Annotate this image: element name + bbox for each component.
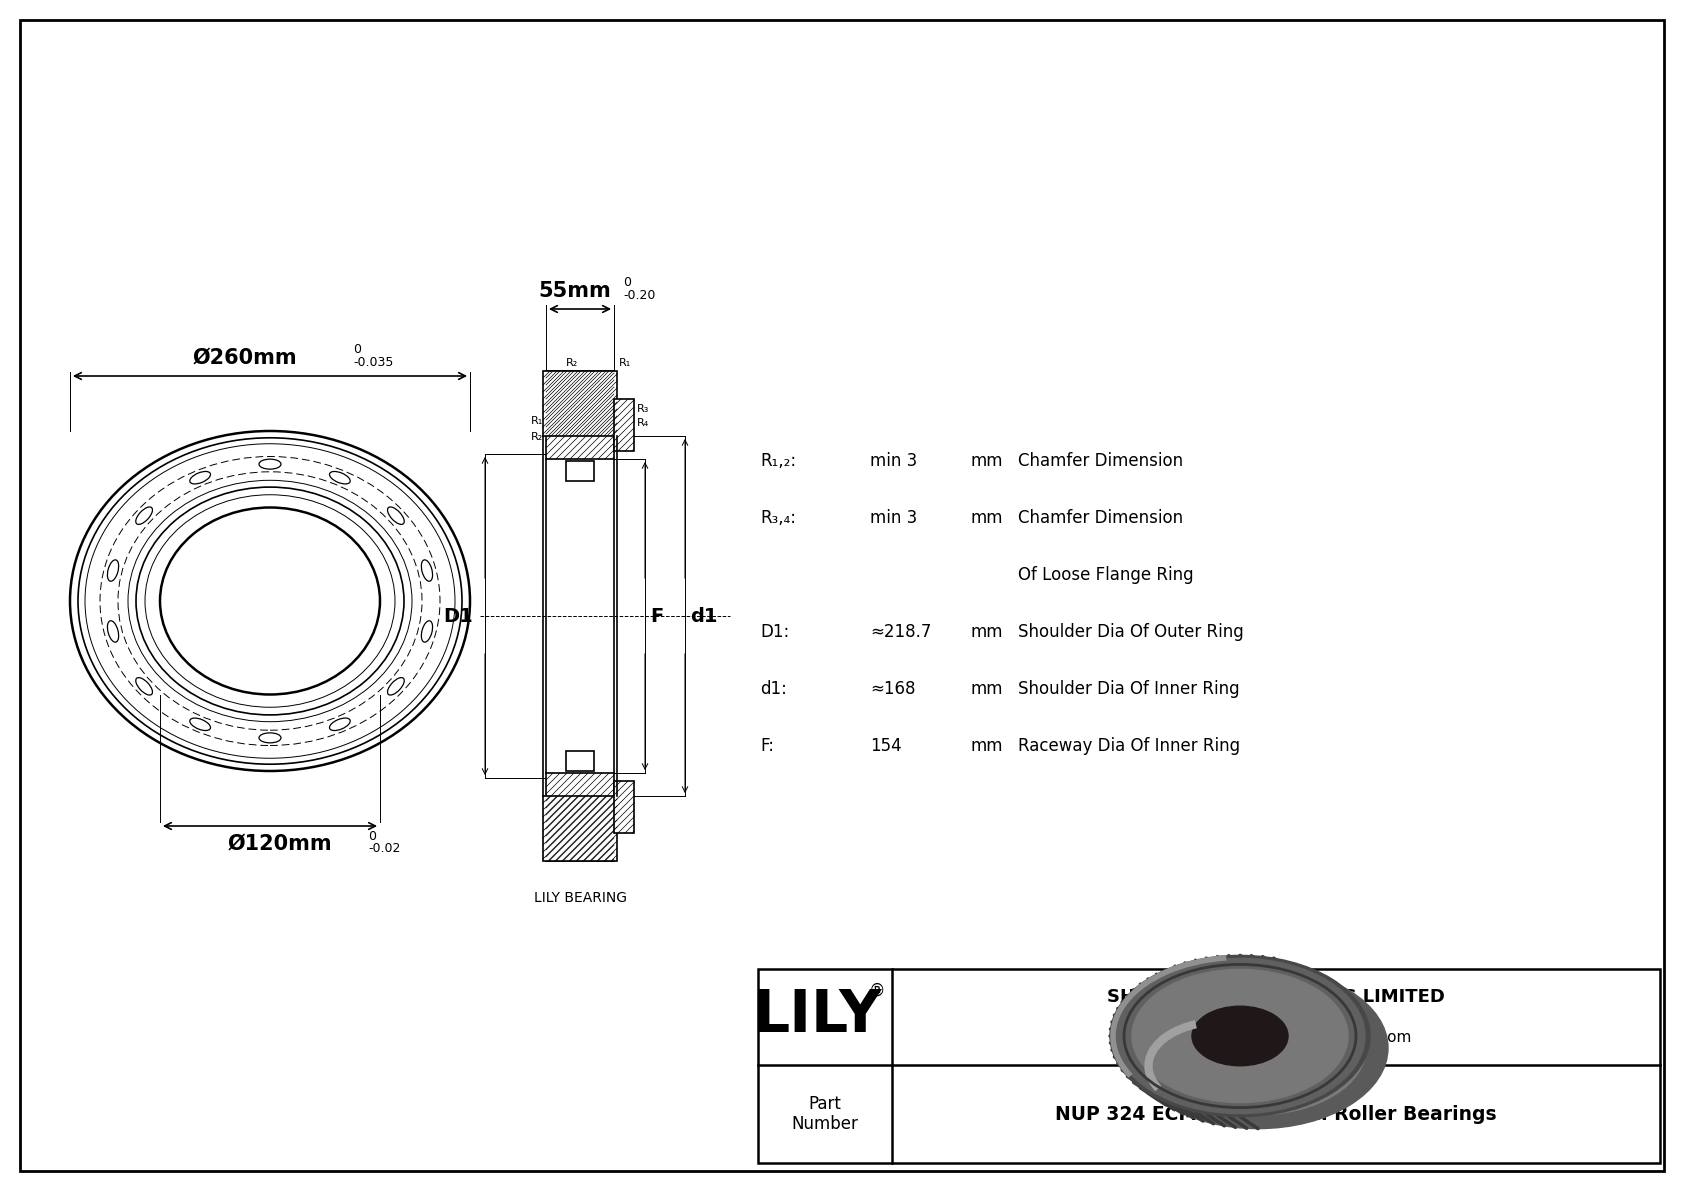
Text: LILY BEARING: LILY BEARING [534,891,626,905]
Bar [542,796,616,861]
Text: Ø260mm: Ø260mm [192,348,298,368]
Ellipse shape [1211,1018,1307,1078]
Text: D1: D1 [443,606,473,625]
Ellipse shape [1128,967,1388,1129]
Bar [566,752,594,771]
Text: min 3: min 3 [871,509,918,526]
Text: ≈218.7: ≈218.7 [871,623,931,641]
Text: Shoulder Dia Of Outer Ring: Shoulder Dia Of Outer Ring [1019,623,1244,641]
Text: LILY: LILY [753,986,882,1043]
Bar [542,372,616,436]
Bar [566,461,594,481]
Text: -0.02: -0.02 [369,842,401,855]
Text: R₁: R₁ [620,358,632,368]
Ellipse shape [1110,955,1371,1117]
Text: Ø120mm: Ø120mm [227,834,332,854]
Text: mm: mm [970,509,1002,526]
Bar [615,399,633,451]
Text: -0.035: -0.035 [354,356,394,369]
Bar [758,969,1660,1162]
Text: F: F [650,606,663,625]
Text: Part
Number: Part Number [791,1095,859,1134]
Bar [546,372,615,459]
Bar [546,773,615,861]
Text: ®: ® [869,983,886,1000]
Text: d1:: d1: [759,680,786,698]
Ellipse shape [1115,959,1366,1114]
Text: mm: mm [970,680,1002,698]
Text: mm: mm [970,453,1002,470]
Ellipse shape [1150,981,1366,1115]
Text: d1: d1 [690,606,717,625]
Text: 154: 154 [871,737,901,755]
Text: mm: mm [970,623,1002,641]
Text: R₃: R₃ [637,404,650,414]
Text: 0: 0 [354,343,360,356]
Text: Shoulder Dia Of Inner Ring: Shoulder Dia Of Inner Ring [1019,680,1239,698]
Text: Email: lilybearing@lily-bearing.com: Email: lilybearing@lily-bearing.com [1140,1029,1411,1045]
Ellipse shape [1192,1006,1288,1066]
Text: F:: F: [759,737,775,755]
Text: Raceway Dia Of Inner Ring: Raceway Dia Of Inner Ring [1019,737,1239,755]
Text: -0.20: -0.20 [623,289,655,303]
Text: R₂: R₂ [566,358,578,368]
Text: R₂: R₂ [530,432,542,442]
Text: R₁: R₁ [530,416,542,426]
Bar [615,781,633,833]
Text: 55mm: 55mm [539,281,611,301]
Text: SHANGHAI LILY BEARING LIMITED: SHANGHAI LILY BEARING LIMITED [1106,989,1445,1006]
Text: Of Loose Flange Ring: Of Loose Flange Ring [1019,566,1194,584]
Text: NUP 324 ECML Cylindrical Roller Bearings: NUP 324 ECML Cylindrical Roller Bearings [1056,1104,1497,1123]
Text: ≈168: ≈168 [871,680,916,698]
Text: R₄: R₄ [637,418,650,428]
Text: R₁,₂:: R₁,₂: [759,453,797,470]
Text: D1:: D1: [759,623,790,641]
Ellipse shape [1132,969,1347,1103]
Text: Chamfer Dimension: Chamfer Dimension [1019,509,1184,526]
Text: R₃,₄:: R₃,₄: [759,509,797,526]
Text: mm: mm [970,737,1002,755]
Text: 0: 0 [369,830,376,843]
Text: Chamfer Dimension: Chamfer Dimension [1019,453,1184,470]
Text: min 3: min 3 [871,453,918,470]
Text: 0: 0 [623,276,632,289]
